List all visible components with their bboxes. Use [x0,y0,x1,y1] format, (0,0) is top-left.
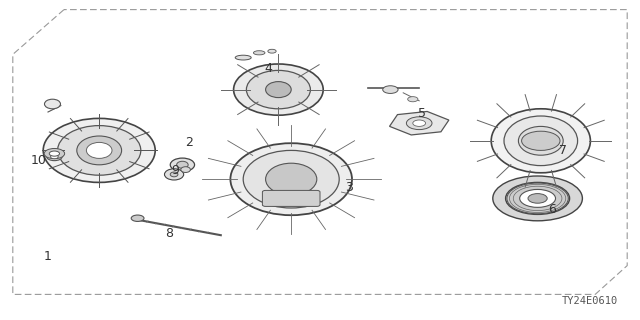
Ellipse shape [243,150,339,208]
Circle shape [131,215,144,221]
Polygon shape [390,111,449,135]
Circle shape [520,189,556,207]
Ellipse shape [77,136,122,165]
Circle shape [44,148,65,159]
Ellipse shape [253,51,265,55]
Circle shape [507,183,568,214]
Ellipse shape [164,169,184,180]
Circle shape [51,155,58,159]
Ellipse shape [236,55,252,60]
Circle shape [406,117,432,130]
Circle shape [522,131,560,150]
Ellipse shape [246,70,310,109]
Circle shape [528,194,547,203]
Text: 1: 1 [44,250,52,262]
Circle shape [383,86,398,93]
Circle shape [49,151,60,156]
Text: 3: 3 [345,181,353,194]
Circle shape [408,97,418,102]
Ellipse shape [491,109,590,173]
Ellipse shape [268,49,276,53]
Ellipse shape [230,143,352,215]
Ellipse shape [234,64,323,115]
Ellipse shape [504,116,577,166]
Ellipse shape [170,158,195,172]
Ellipse shape [266,163,317,195]
Ellipse shape [45,99,61,109]
Text: 6: 6 [548,203,556,216]
Text: 9: 9 [171,164,179,177]
Circle shape [413,120,426,126]
Ellipse shape [58,126,141,175]
Text: 7: 7 [559,144,567,157]
Circle shape [47,153,62,161]
Text: TY24E0610: TY24E0610 [561,296,618,306]
FancyBboxPatch shape [262,190,320,206]
Text: 4: 4 [265,62,273,75]
Circle shape [506,182,570,214]
Text: 2: 2 [185,136,193,149]
Ellipse shape [518,126,563,155]
Ellipse shape [170,172,178,177]
Text: 10: 10 [31,154,46,166]
Circle shape [493,176,582,221]
Text: 5: 5 [419,107,426,120]
Ellipse shape [177,161,188,168]
Ellipse shape [266,82,291,98]
Ellipse shape [86,142,112,158]
Ellipse shape [180,167,191,172]
Ellipse shape [43,118,155,182]
Text: 8: 8 [166,227,173,240]
